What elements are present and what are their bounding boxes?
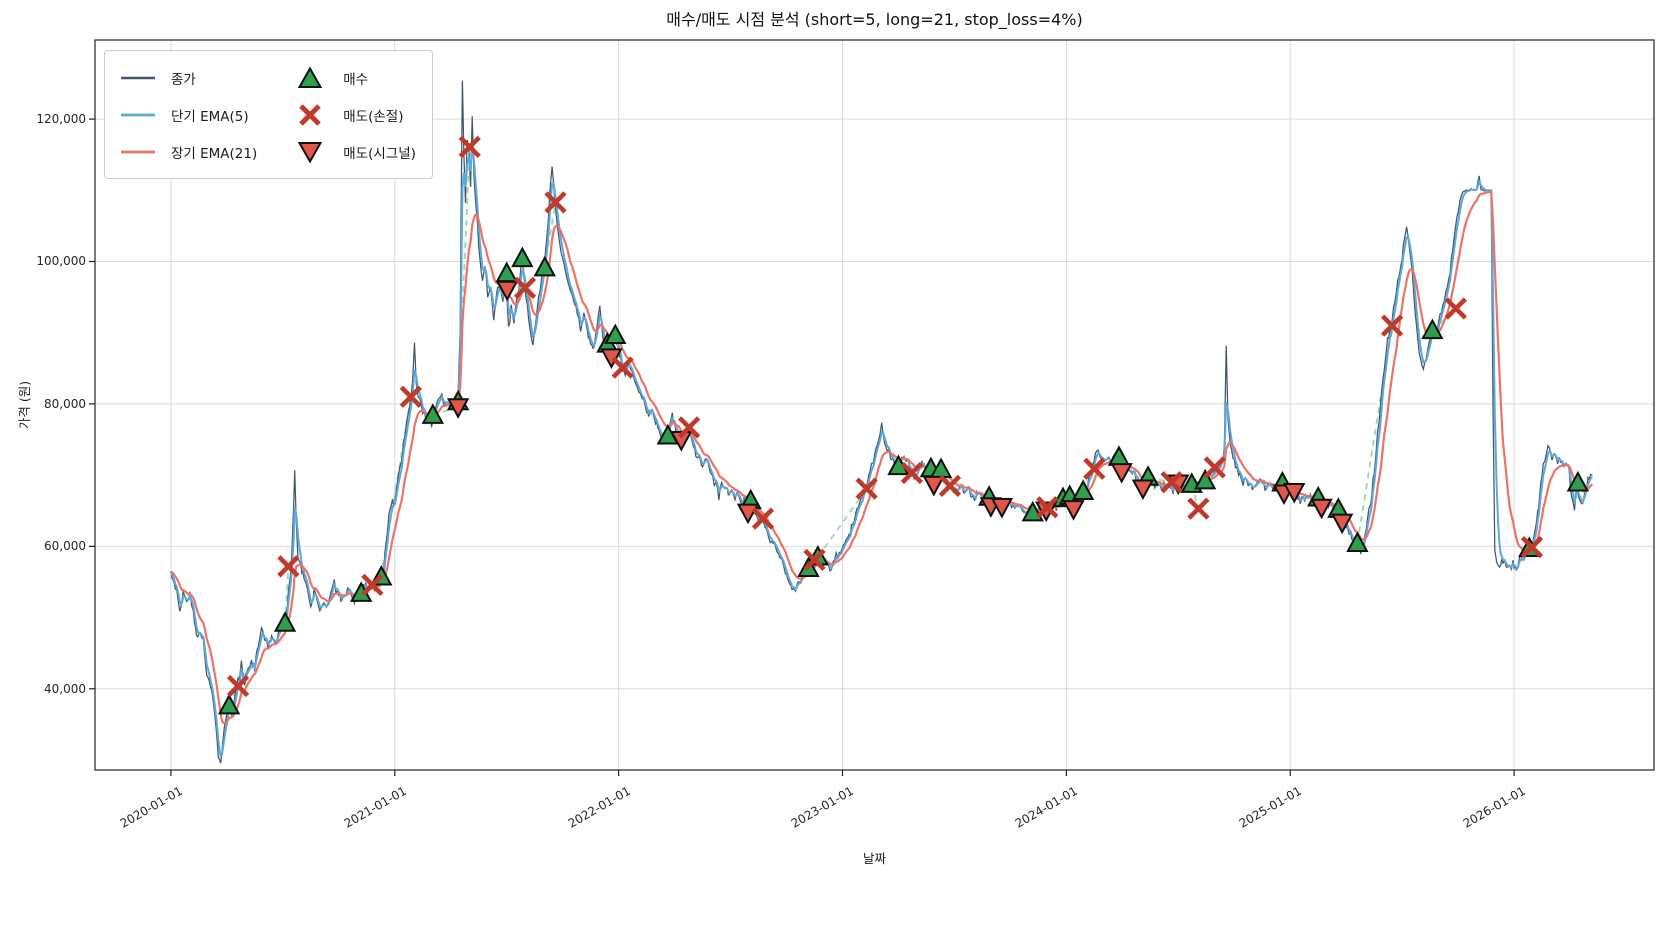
legend-label: 매도(시그널) (343, 145, 416, 162)
legend-item-signal: 매도(시그널) (287, 140, 416, 164)
axis-tick-marks (89, 118, 1515, 776)
x-axis-label: 날짜 (862, 851, 886, 866)
stop-loss-x-icon (287, 102, 333, 128)
ema-short-line-icon (115, 104, 161, 126)
buy-marker-icon (287, 65, 333, 90)
legend: 종가 단기 EMA(5) 장기 EMA(21) 매수 매도(손절) 매도(시그널… (104, 50, 433, 179)
legend-label: 장기 EMA(21) (171, 145, 258, 162)
legend-item-ema-long: 장기 EMA(21) (115, 141, 257, 163)
legend-item-stop: 매도(손절) (287, 102, 416, 128)
y-tick-label: 120,000 (36, 112, 86, 127)
signal-sell-marker-icon (287, 140, 333, 164)
legend-label: 단기 EMA(5) (171, 108, 249, 125)
legend-item-close: 종가 (115, 67, 257, 89)
legend-label: 매수 (343, 71, 369, 88)
y-tick-label: 40,000 (44, 681, 86, 696)
y-tick-label: 60,000 (44, 539, 86, 554)
y-tick-label: 80,000 (44, 396, 86, 411)
legend-item-buy: 매수 (287, 65, 416, 90)
ema-long-line (170, 190, 1594, 725)
stop-loss-markers (226, 135, 1544, 698)
plot-border (94, 39, 1655, 771)
ema-long-line-icon (115, 141, 161, 163)
chart-title: 매수/매도 시점 분석 (short=5, long=21, stop_loss… (666, 10, 1083, 29)
signal-sell-markers (446, 280, 1354, 535)
ema-short-line (169, 145, 1594, 758)
legend-item-ema-short: 단기 EMA(5) (115, 104, 257, 126)
close-line-icon (115, 67, 161, 89)
legend-label: 매도(손절) (343, 108, 404, 125)
close-price-line (170, 80, 1593, 764)
y-tick-label: 100,000 (36, 254, 86, 269)
legend-label: 종가 (171, 71, 196, 88)
